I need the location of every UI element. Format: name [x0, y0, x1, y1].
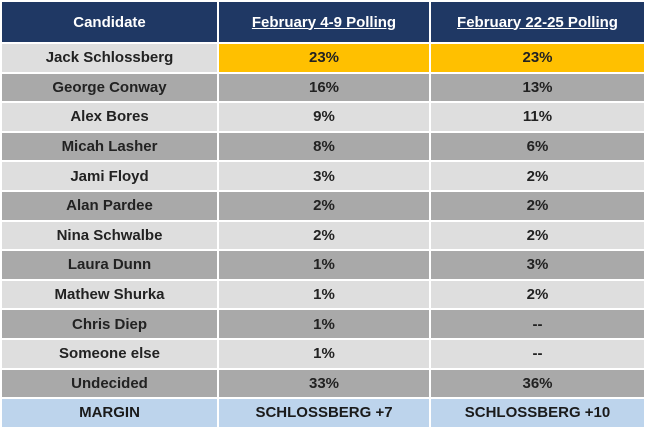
- candidate-cell: Jack Schlossberg: [2, 44, 217, 72]
- candidate-cell: Alan Pardee: [2, 191, 217, 220]
- value-cell: --: [431, 310, 644, 338]
- candidate-cell: Micah Lasher: [2, 132, 217, 161]
- value-cell: 6%: [431, 132, 644, 161]
- margin-cell: MARGIN: [2, 399, 217, 427]
- value-cell: 33%: [219, 369, 429, 398]
- header-cell: February 4-9 Polling: [219, 2, 429, 42]
- value-cell: 1%: [219, 310, 429, 338]
- candidate-cell: Mathew Shurka: [2, 280, 217, 309]
- candidate-cell: Chris Diep: [2, 310, 217, 338]
- value-cell: 2%: [431, 221, 644, 250]
- candidate-cell: Jami Floyd: [2, 162, 217, 190]
- candidate-cell: Someone else: [2, 339, 217, 368]
- value-cell: 16%: [219, 73, 429, 102]
- value-cell: 3%: [431, 251, 644, 279]
- value-cell: 2%: [219, 191, 429, 220]
- value-cell: 9%: [219, 103, 429, 131]
- value-cell: 8%: [219, 132, 429, 161]
- value-cell: 23%: [431, 44, 644, 72]
- value-cell: 1%: [219, 251, 429, 279]
- header-cell: Candidate: [2, 2, 217, 42]
- value-cell: 2%: [431, 280, 644, 309]
- value-cell: 2%: [431, 191, 644, 220]
- candidate-cell: Laura Dunn: [2, 251, 217, 279]
- value-cell: 1%: [219, 339, 429, 368]
- value-cell: 2%: [431, 162, 644, 190]
- candidate-cell: Alex Bores: [2, 103, 217, 131]
- candidate-cell: Nina Schwalbe: [2, 221, 217, 250]
- value-cell: 13%: [431, 73, 644, 102]
- margin-cell: SCHLOSSBERG +10: [431, 399, 644, 427]
- value-cell: 1%: [219, 280, 429, 309]
- value-cell: --: [431, 339, 644, 368]
- value-cell: 36%: [431, 369, 644, 398]
- candidate-cell: George Conway: [2, 73, 217, 102]
- candidate-cell: Undecided: [2, 369, 217, 398]
- header-cell: February 22-25 Polling: [431, 2, 644, 42]
- margin-cell: SCHLOSSBERG +7: [219, 399, 429, 427]
- value-cell: 2%: [219, 221, 429, 250]
- value-cell: 3%: [219, 162, 429, 190]
- value-cell: 23%: [219, 44, 429, 72]
- value-cell: 11%: [431, 103, 644, 131]
